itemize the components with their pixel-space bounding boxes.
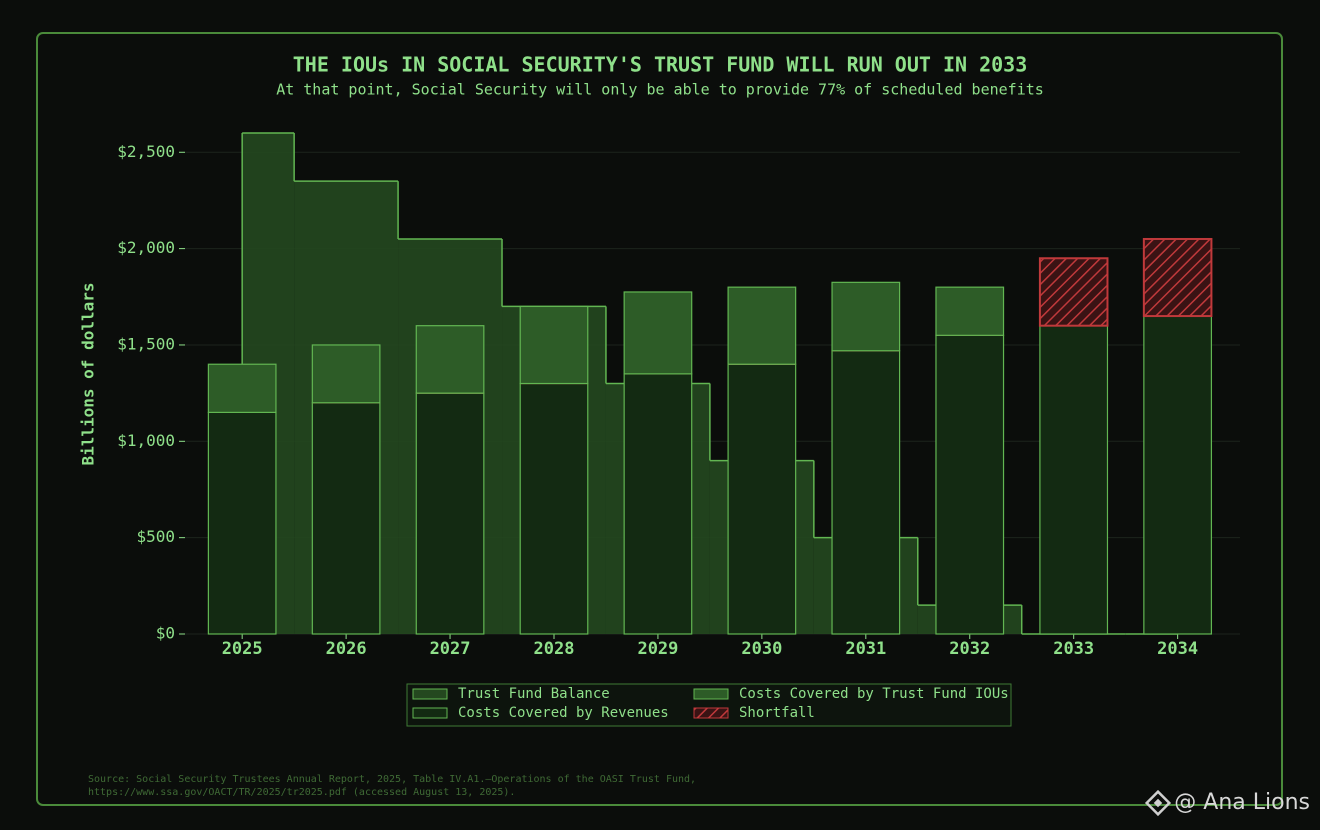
bar bbox=[727, 363, 797, 635]
y-tick-label: $0 bbox=[156, 624, 175, 643]
legend-label: Trust Fund Balance bbox=[458, 686, 610, 702]
legend-swatch bbox=[693, 688, 729, 700]
shortfall-bar bbox=[1142, 237, 1213, 318]
bar bbox=[623, 291, 693, 375]
source-line: https://www.ssa.gov/OACT/TR/2025/tr2025.… bbox=[88, 787, 515, 798]
y-tick-label: $500 bbox=[136, 527, 175, 546]
legend-label: Shortfall bbox=[739, 705, 815, 721]
x-tick-label: 2025 bbox=[222, 639, 263, 659]
y-axis-label: Billions of dollars bbox=[79, 282, 98, 465]
x-tick-label: 2031 bbox=[845, 639, 886, 659]
bar bbox=[415, 392, 485, 635]
bar bbox=[831, 281, 901, 352]
bar bbox=[519, 382, 589, 635]
y-tick-label: $2,500 bbox=[117, 142, 175, 161]
bar bbox=[623, 373, 693, 635]
watermark: @ Ana Lions bbox=[1174, 790, 1310, 815]
bar bbox=[311, 402, 381, 635]
legend-swatch bbox=[412, 707, 448, 719]
y-tick-label: $2,000 bbox=[117, 238, 175, 257]
bar bbox=[207, 411, 277, 635]
bar bbox=[727, 286, 797, 365]
bar bbox=[935, 286, 1005, 336]
x-tick-label: 2033 bbox=[1053, 639, 1094, 659]
chart-subtitle: At that point, Social Security will only… bbox=[276, 81, 1044, 99]
frame bbox=[36, 32, 1283, 806]
x-tick-label: 2027 bbox=[430, 639, 471, 659]
x-tick-label: 2029 bbox=[637, 639, 678, 659]
x-tick-label: 2028 bbox=[534, 639, 575, 659]
shortfall-bar bbox=[1038, 257, 1109, 327]
bar bbox=[1143, 315, 1213, 635]
legend-label: Costs Covered by Trust Fund IOUs bbox=[739, 686, 1009, 702]
bar bbox=[415, 325, 485, 394]
legend-label: Costs Covered by Revenues bbox=[458, 705, 669, 721]
source-line: Source: Social Security Trustees Annual … bbox=[88, 774, 696, 785]
bar bbox=[1039, 325, 1109, 635]
chart-title: THE IOUs IN SOCIAL SECURITY'S TRUST FUND… bbox=[293, 53, 1028, 77]
bar bbox=[935, 334, 1005, 635]
x-tick-label: 2032 bbox=[949, 639, 990, 659]
bar bbox=[831, 350, 901, 635]
bar bbox=[519, 305, 589, 385]
y-tick-label: $1,000 bbox=[117, 431, 175, 450]
x-tick-label: 2026 bbox=[326, 639, 367, 659]
bar bbox=[311, 344, 381, 404]
legend-swatch bbox=[693, 707, 729, 719]
legend-swatch bbox=[412, 688, 448, 700]
x-tick-label: 2034 bbox=[1157, 639, 1198, 659]
y-tick-label: $1,500 bbox=[117, 334, 175, 353]
bar bbox=[207, 363, 277, 414]
x-tick-label: 2030 bbox=[741, 639, 782, 659]
